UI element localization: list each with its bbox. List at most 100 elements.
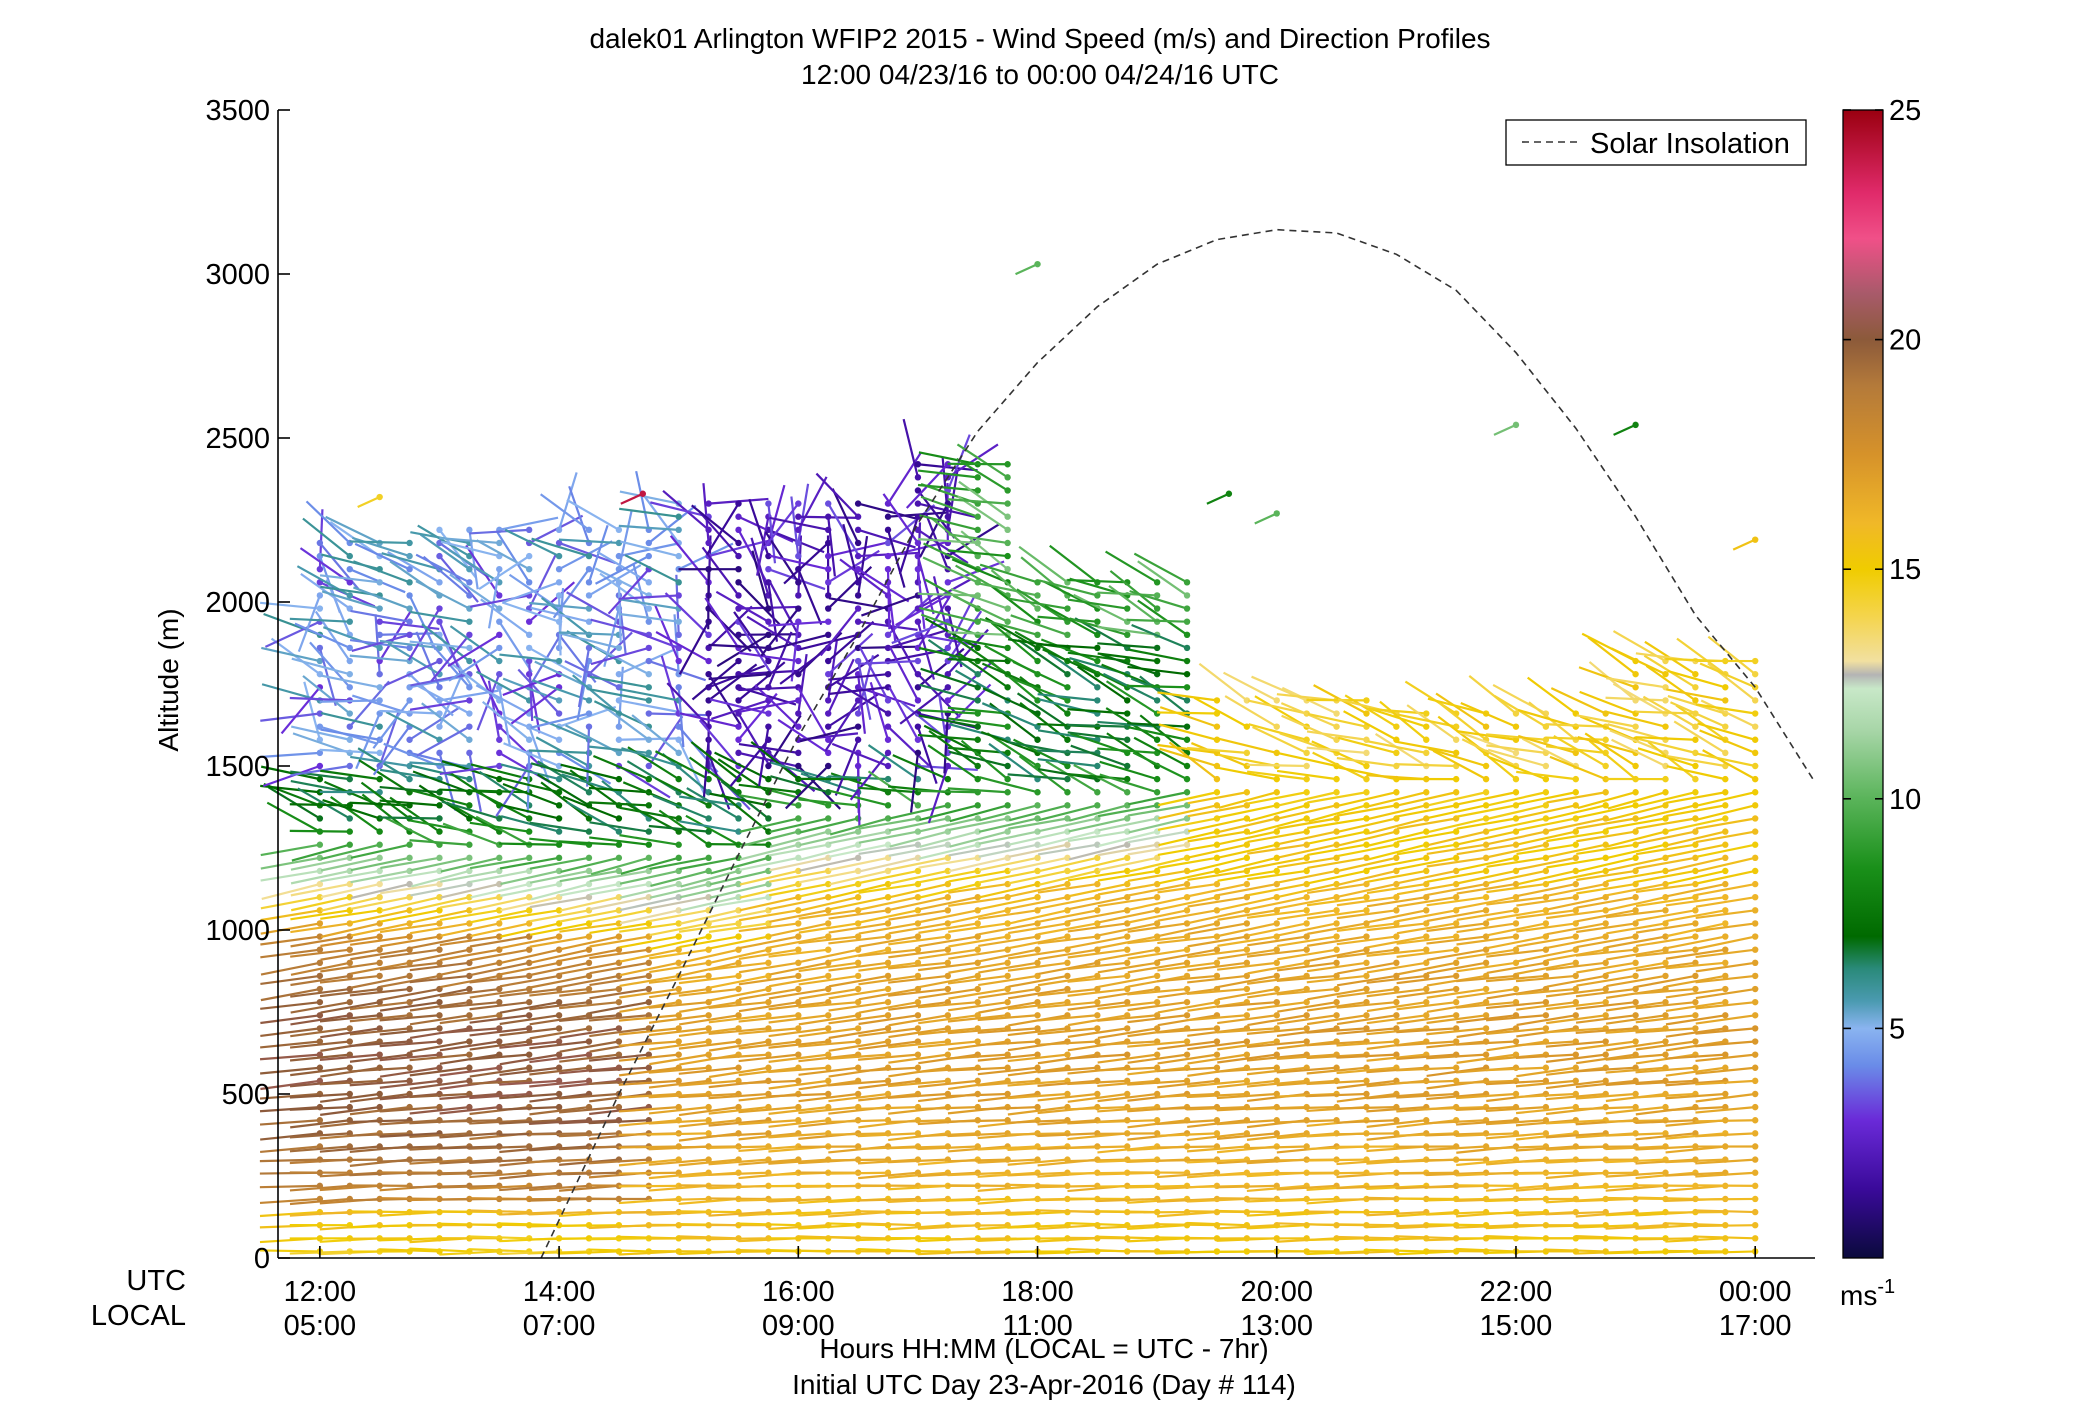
wind-barb xyxy=(977,1040,1038,1047)
wind-barb xyxy=(1636,856,1696,870)
wind-barb xyxy=(469,1248,530,1253)
wind-barb xyxy=(1426,1092,1487,1101)
wind-barb-dot xyxy=(645,552,652,560)
wind-barb-dot xyxy=(1333,710,1340,717)
wind-barb xyxy=(738,1197,799,1202)
wind-barb xyxy=(678,1092,739,1099)
wind-barb-dot xyxy=(1303,854,1310,862)
wind-barb xyxy=(501,601,560,623)
wind-barb-dot xyxy=(1452,985,1460,993)
wind-barb-dot xyxy=(316,592,324,599)
wind-barb-dot xyxy=(346,815,353,822)
wind-barb xyxy=(858,882,919,894)
wind-barb xyxy=(1456,935,1517,946)
wind-barb-dot xyxy=(1094,998,1101,1006)
wind-barb xyxy=(1336,1014,1397,1026)
wind-barb-dot xyxy=(645,644,652,652)
wind-barb-dot xyxy=(1751,1235,1759,1242)
wind-barb xyxy=(618,1145,679,1149)
wind-barb xyxy=(1156,1119,1218,1126)
wind-barb xyxy=(1695,1079,1756,1086)
wind-barb xyxy=(1097,1027,1158,1040)
wind-barb xyxy=(768,1040,829,1049)
wind-barb-dot xyxy=(854,828,862,835)
wind-barb-dot xyxy=(436,1077,443,1085)
wind-barb xyxy=(260,869,321,882)
wind-barb xyxy=(1306,730,1367,741)
wind-barb-dot xyxy=(974,618,981,625)
wind-barb-dot xyxy=(1213,802,1221,809)
wind-barb-dot xyxy=(1542,762,1550,770)
wind-barb xyxy=(1487,748,1547,768)
wind-barb xyxy=(888,1053,948,1064)
wind-barb-dot xyxy=(825,789,832,796)
wind-barb-dot xyxy=(914,946,922,953)
wind-barb xyxy=(948,935,1008,948)
wind-barb xyxy=(530,883,590,901)
wind-barb xyxy=(768,1092,829,1098)
wind-barb-dot xyxy=(1034,579,1041,586)
wind-barb-dot xyxy=(585,854,593,862)
wind-barb xyxy=(350,948,410,961)
wind-barb-dot xyxy=(1303,933,1310,940)
wind-barb xyxy=(1186,746,1247,754)
wind-barb xyxy=(1665,754,1726,768)
wind-barb xyxy=(1367,869,1427,883)
wind-barb-dot xyxy=(376,907,383,914)
wind-barb-dot xyxy=(1273,1051,1280,1058)
wind-barb xyxy=(1008,817,1068,830)
wind-barb xyxy=(264,620,321,648)
wind-barb xyxy=(979,617,1038,636)
wind-barb xyxy=(379,816,440,820)
wind-barb-dot xyxy=(436,1103,443,1111)
wind-barb xyxy=(619,612,679,623)
wind-barb xyxy=(588,786,649,794)
wind-barb-dot xyxy=(585,1038,593,1045)
wind-barb-dot xyxy=(1363,959,1370,966)
wind-barb xyxy=(353,586,410,610)
wind-barb-dot xyxy=(555,539,563,547)
wind-barb xyxy=(1187,935,1248,948)
wind-barb-dot xyxy=(1482,789,1490,796)
wind-barb-dot xyxy=(974,920,981,927)
wind-barb xyxy=(558,1224,619,1228)
wind-barb-dot xyxy=(406,1077,413,1085)
wind-barb-dot xyxy=(1662,907,1669,914)
wind-barb xyxy=(1695,948,1756,959)
wind-barb xyxy=(919,830,979,848)
wind-barb-dot xyxy=(346,762,353,770)
wind-barb-dot xyxy=(1632,854,1639,862)
wind-barb-dot xyxy=(1333,736,1340,743)
wind-barb-dot xyxy=(555,841,563,848)
wind-barb-dot xyxy=(1751,985,1759,993)
wind-barb xyxy=(977,1106,1038,1111)
wind-barb-dot xyxy=(1662,815,1669,822)
wind-barb xyxy=(977,1158,1038,1164)
wind-barb-dot xyxy=(854,985,862,993)
wind-barb xyxy=(654,605,680,662)
wind-barb-dot xyxy=(1751,775,1759,783)
wind-barb-dot xyxy=(1064,775,1071,783)
wind-barb-dot xyxy=(1333,959,1340,966)
wind-barb xyxy=(1156,1106,1217,1111)
wind-barb xyxy=(1606,961,1666,975)
wind-barb-dot xyxy=(436,1064,443,1071)
wind-barb-dot xyxy=(1602,1038,1609,1045)
wind-barb xyxy=(1545,1027,1606,1034)
wind-barb xyxy=(947,498,1008,505)
wind-barb-dot xyxy=(735,894,742,901)
wind-barb xyxy=(481,700,530,741)
wind-barb-dot xyxy=(1064,880,1071,888)
wind-barb xyxy=(916,569,926,629)
wind-barb xyxy=(1695,1053,1756,1063)
wind-barb-dot xyxy=(585,959,593,966)
wind-barb-dot xyxy=(1482,723,1490,730)
wind-barb xyxy=(708,1158,769,1166)
wind-barb-dot xyxy=(825,736,832,743)
wind-barb-dot xyxy=(914,1130,922,1137)
wind-barb xyxy=(678,1158,739,1167)
wind-barb xyxy=(321,843,380,861)
wind-barb xyxy=(379,1066,440,1078)
wind-barb-dot xyxy=(1423,841,1430,848)
wind-barb xyxy=(1456,843,1517,856)
